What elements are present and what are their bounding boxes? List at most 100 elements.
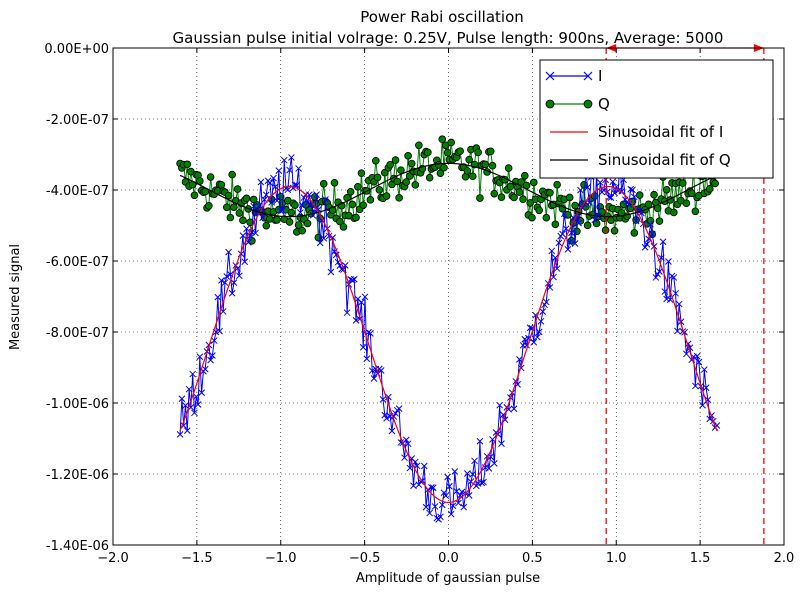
data-point xyxy=(375,186,384,194)
data-point xyxy=(289,184,297,192)
data-point xyxy=(270,174,277,182)
data-point xyxy=(371,156,380,165)
y-tick-label: -6.00E-07 xyxy=(46,255,109,270)
data-point xyxy=(440,163,448,172)
data-point xyxy=(373,173,382,182)
data-point xyxy=(230,203,238,211)
data-point xyxy=(580,180,588,189)
data-point xyxy=(379,396,387,403)
data-point xyxy=(605,193,613,201)
data-point xyxy=(348,200,357,209)
data-point xyxy=(665,258,672,265)
data-point xyxy=(316,239,324,247)
data-point xyxy=(194,401,202,408)
data-point xyxy=(363,355,371,363)
data-point xyxy=(542,298,550,306)
data-point xyxy=(358,298,365,306)
data-point xyxy=(517,178,526,186)
data-point xyxy=(271,183,279,191)
legend-label: Sinusoidal fit of Q xyxy=(598,151,731,169)
data-point xyxy=(497,193,506,201)
data-point xyxy=(322,196,329,203)
data-point xyxy=(652,274,660,281)
series-sinusoidal-fit-of-q xyxy=(179,162,718,218)
data-point xyxy=(183,427,191,434)
series-sinusoidal-fit-of-i xyxy=(179,185,718,503)
data-point xyxy=(407,159,416,168)
data-point xyxy=(401,454,408,462)
data-point xyxy=(560,210,568,218)
data-point xyxy=(610,226,619,235)
x-tick-label: −1.0 xyxy=(265,551,297,566)
data-point xyxy=(465,492,473,499)
data-point xyxy=(411,181,420,189)
data-point xyxy=(209,352,216,359)
data-point xyxy=(428,483,435,491)
data-point xyxy=(662,185,671,194)
data-point xyxy=(397,166,405,174)
data-point xyxy=(542,213,551,222)
data-point xyxy=(627,185,635,193)
data-point xyxy=(304,199,311,207)
data-point xyxy=(192,393,200,400)
x-tick-label: 1.5 xyxy=(690,551,711,566)
data-point xyxy=(521,335,529,343)
data-point xyxy=(185,385,193,393)
data-point xyxy=(528,213,536,222)
data-point xyxy=(670,274,678,281)
data-point xyxy=(287,208,296,217)
data-point xyxy=(438,501,446,509)
data-point xyxy=(496,401,504,409)
data-point xyxy=(191,409,198,417)
data-point xyxy=(359,201,368,209)
data-point xyxy=(674,327,681,335)
data-point xyxy=(235,209,244,217)
data-point xyxy=(699,401,706,409)
data-point xyxy=(377,367,385,374)
legend: IQ Sinusoidal fit of I Sinusoidal fit of Q xyxy=(539,59,774,179)
data-point xyxy=(422,503,430,511)
data-point xyxy=(429,484,437,492)
legend-entry-sinusoidal-fit-of-i: Sinusoidal fit of I xyxy=(550,123,723,141)
data-point xyxy=(241,258,249,266)
data-point xyxy=(266,179,274,187)
data-point xyxy=(449,502,457,510)
data-point xyxy=(196,353,204,361)
data-point xyxy=(583,221,592,230)
data-point xyxy=(368,367,376,375)
x-tick-label: 2.0 xyxy=(774,551,795,566)
x-tick-label: −2.0 xyxy=(97,551,129,566)
data-point xyxy=(713,422,721,429)
data-point xyxy=(226,213,235,222)
data-point xyxy=(635,191,644,199)
data-point xyxy=(239,232,247,239)
data-point xyxy=(178,395,186,403)
data-point xyxy=(320,234,328,242)
legend-box xyxy=(539,59,774,179)
data-point xyxy=(339,223,348,231)
x-tick-label: −1.5 xyxy=(181,551,213,566)
data-point xyxy=(646,216,655,225)
data-point xyxy=(210,337,218,344)
data-point xyxy=(381,411,389,419)
data-point xyxy=(225,248,232,256)
data-point xyxy=(534,333,541,341)
data-point xyxy=(201,365,209,373)
data-point xyxy=(607,194,615,202)
data-point xyxy=(442,492,450,500)
legend-entry-i: I xyxy=(545,67,602,85)
data-point xyxy=(504,164,513,172)
y-tick-label: -1.40E-06 xyxy=(46,539,109,554)
data-point xyxy=(474,148,482,157)
legend-marker xyxy=(545,71,555,81)
data-point xyxy=(553,265,561,272)
data-point xyxy=(611,189,618,197)
series-line xyxy=(179,162,718,218)
data-point xyxy=(259,214,267,222)
data-point xyxy=(481,160,490,169)
x-tick-label: 0.5 xyxy=(522,551,543,566)
data-point xyxy=(346,188,355,196)
data-point xyxy=(705,185,714,193)
data-point xyxy=(388,427,396,435)
